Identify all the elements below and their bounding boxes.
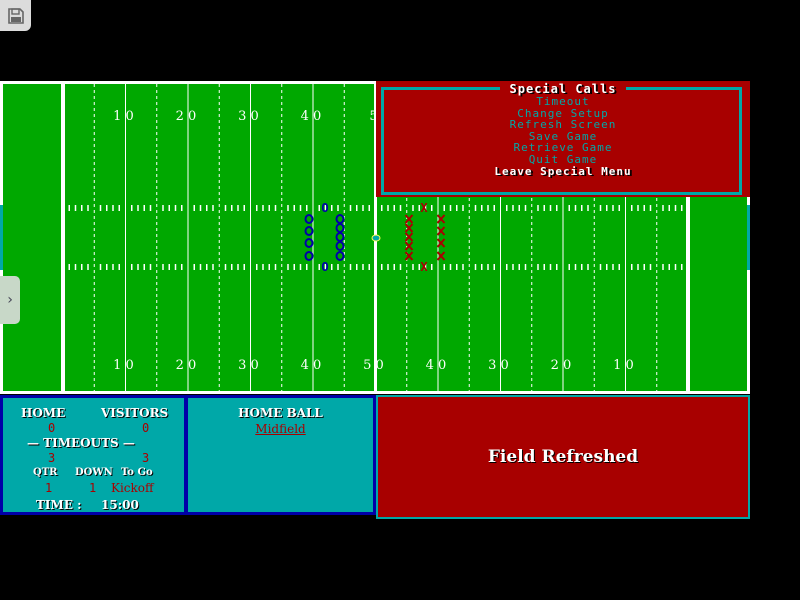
visitor-player <box>404 232 414 242</box>
down-label: DOWN <box>75 467 113 478</box>
status-message: Field Refreshed <box>487 447 639 467</box>
scoreboard-panel: HOME VISITORS 0 0 — TIMEOUTS — 3 3 QTR D… <box>0 395 187 515</box>
home-player: O <box>321 260 328 274</box>
possession-panel: HOME BALL Midfield <box>186 395 376 515</box>
down-value: 1 <box>89 481 97 495</box>
football-field: 1 0 2 0 3 0 4 0 5 1 0 2 0 3 0 4 0 5 0 4 0 3 0 2 0 1 0… <box>0 81 750 394</box>
special-calls-menu: Special Calls Timeout Change Setup Refre… <box>376 81 750 197</box>
visitor-player <box>404 223 414 233</box>
yard-number: 2 0 <box>176 109 197 124</box>
yard-number: 4 0 <box>301 109 322 124</box>
menu-item-leave-special-menu[interactable]: Leave Special Menu <box>494 164 632 178</box>
menu-item-refresh-screen[interactable]: Refresh Screen <box>509 118 617 132</box>
time-label: TIME : <box>36 498 82 512</box>
ball-position: Midfield <box>255 422 306 436</box>
yard-number: 5 0 <box>363 358 384 373</box>
menu-item-timeout[interactable]: Timeout <box>536 95 590 108</box>
home-player <box>304 251 314 261</box>
visitor-player: X <box>420 201 428 215</box>
yard-number: 1 0 <box>113 109 134 124</box>
home-player <box>304 226 314 236</box>
yard-number: 4 0 <box>301 358 322 373</box>
chevron-right-icon: › <box>5 292 15 308</box>
visitor-player <box>404 251 414 261</box>
home-player <box>335 241 345 251</box>
visitor-player: X <box>420 260 428 274</box>
visitors-timeouts: 3 <box>142 451 150 465</box>
yard-number: 3 0 <box>238 109 259 124</box>
yard-number: 5 <box>369 109 377 124</box>
sideline-marker-left <box>0 205 3 270</box>
save-button[interactable] <box>0 0 31 31</box>
possession-label: HOME BALL <box>238 406 323 420</box>
message-panel: Field Refreshed <box>376 395 750 519</box>
visitors-score: 0 <box>142 421 150 435</box>
visitor-player <box>436 226 446 236</box>
floppy-disk-icon <box>7 7 24 24</box>
yard-number: 3 0 <box>488 358 509 373</box>
menu-item-save-game[interactable]: Save Game <box>528 129 598 143</box>
home-player <box>304 238 314 248</box>
menu-title: Special Calls <box>376 81 750 96</box>
visitor-player <box>436 238 446 248</box>
home-player <box>335 251 345 261</box>
togo-value: Kickoff <box>111 481 154 495</box>
sideline-marker-right <box>747 205 750 270</box>
game-clock: 15:00 <box>101 498 139 512</box>
home-timeouts: 3 <box>48 451 56 465</box>
yard-number: 2 0 <box>176 358 197 373</box>
timeouts-label: — TIMEOUTS — <box>27 436 135 450</box>
visitors-label: VISITORS <box>101 406 169 420</box>
home-label: HOME <box>21 406 66 420</box>
home-player <box>304 214 314 224</box>
yard-number: 4 0 <box>426 358 447 373</box>
quarter-value: 1 <box>45 481 53 495</box>
yard-number: 1 0 <box>613 358 634 373</box>
goal-line-right <box>686 84 690 391</box>
side-panel-toggle[interactable]: › <box>0 276 20 324</box>
visitor-player <box>404 214 414 224</box>
yard-number: 1 0 <box>113 358 134 373</box>
football <box>371 234 381 242</box>
menu-item-quit-game[interactable]: Quit Game <box>528 152 598 166</box>
goal-line-left <box>61 84 65 391</box>
yard-number: 2 0 <box>551 358 572 373</box>
visitor-player <box>436 251 446 261</box>
home-player: O <box>321 201 328 215</box>
visitor-player <box>436 214 446 224</box>
qtr-label: QTR <box>33 467 58 478</box>
menu-item-change-setup[interactable]: Change Setup <box>517 106 609 120</box>
visitor-player <box>404 241 414 251</box>
yard-number: 3 0 <box>238 358 259 373</box>
togo-label: To Go <box>121 467 153 478</box>
menu-item-retrieve-game[interactable]: Retrieve Game <box>513 141 613 155</box>
home-score: 0 <box>48 421 56 435</box>
